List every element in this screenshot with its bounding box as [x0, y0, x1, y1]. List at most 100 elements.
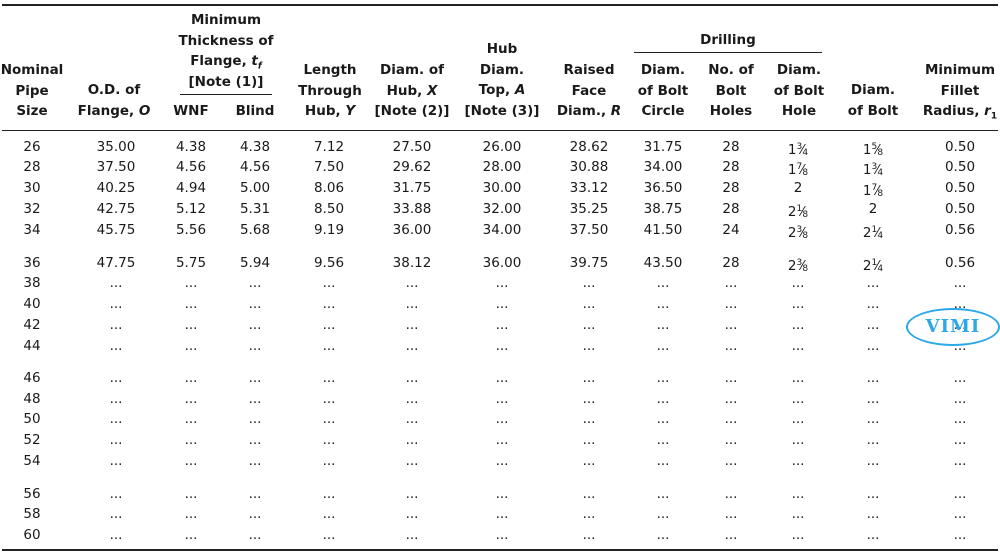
- cell-wnf-empty: ...: [184, 506, 198, 522]
- fraction-whole: 1: [787, 162, 797, 178]
- cell-hub-empty: ...: [405, 296, 419, 312]
- header-symbol: O: [138, 102, 151, 119]
- header-line: [Note (2)]: [374, 103, 450, 119]
- cell-wnf: 4.56: [175, 159, 207, 175]
- cell-fillet: 0.50: [944, 139, 976, 155]
- cell-len-empty: ...: [322, 275, 336, 291]
- cell-wnf-empty: ...: [184, 391, 198, 407]
- cell-holes-empty: ...: [724, 527, 738, 543]
- cell-raised-empty: ...: [582, 432, 596, 448]
- cell-circle-empty: ...: [656, 391, 670, 407]
- cell-blind-empty: ...: [248, 453, 262, 469]
- cell-hole-empty: ...: [791, 506, 805, 522]
- cell-nominal-size: 40: [23, 296, 41, 312]
- cell-od-empty: ...: [109, 275, 123, 291]
- fraction-denominator: 8: [802, 231, 809, 241]
- header-length-through-hub: Length Through Hub, Y: [294, 60, 366, 122]
- cell-len-empty: ...: [322, 432, 336, 448]
- cell-nominal-size: 32: [23, 201, 41, 217]
- header-line: of Bolt: [773, 82, 825, 99]
- cell-nominal-size: 56: [23, 486, 41, 502]
- header-symbol: Y: [345, 103, 356, 119]
- cell-od-empty: ...: [109, 296, 123, 312]
- header-line: Circle: [641, 103, 685, 119]
- cell-od-empty: ...: [109, 527, 123, 543]
- fraction-numerator: 1: [871, 225, 878, 235]
- cell-nominal-size: 28: [23, 159, 41, 175]
- cell-od: 42.75: [96, 201, 136, 217]
- cell-nominal-size: 42: [23, 317, 41, 333]
- cell-raised-empty: ...: [582, 391, 596, 407]
- cell-hole: 2: [793, 180, 803, 196]
- fraction-denominator: 4: [877, 168, 884, 178]
- header-line: Bolt: [715, 82, 747, 99]
- cell-fillet-empty: ...: [953, 432, 967, 448]
- cell-top-empty: ...: [495, 432, 509, 448]
- cell-len: 9.19: [313, 222, 345, 238]
- cell-raised-empty: ...: [582, 453, 596, 469]
- cell-blind-empty: ...: [248, 411, 262, 427]
- cell-raised-empty: ...: [582, 370, 596, 386]
- cell-fillet: 0.56: [944, 255, 976, 271]
- cell-hole-empty: ...: [791, 391, 805, 407]
- cell-blind-empty: ...: [248, 317, 262, 333]
- cell-od: 47.75: [96, 255, 136, 271]
- cell-hole-empty: ...: [791, 370, 805, 386]
- fraction-denominator: 4: [877, 231, 884, 241]
- cell-top-empty: ...: [495, 296, 509, 312]
- header-line: Hub, X: [372, 81, 452, 102]
- cell-len-empty: ...: [322, 506, 336, 522]
- header-line: Diam.: [640, 62, 686, 78]
- cell-nominal-size: 30: [23, 180, 41, 196]
- fraction: 3⁄4: [871, 157, 883, 183]
- cell-blind: 4.38: [239, 139, 271, 155]
- cell-len: 8.06: [313, 180, 345, 196]
- header-line: Hub, Y: [294, 101, 366, 122]
- cell-bolt: 21⁄4: [838, 220, 908, 241]
- fraction: 3⁄8: [796, 253, 808, 279]
- cell-holes-empty: ...: [724, 370, 738, 386]
- cell-blind-empty: ...: [248, 275, 262, 291]
- cell-top-empty: ...: [495, 486, 509, 502]
- cell-blind-empty: ...: [248, 338, 262, 354]
- cell-wnf: 4.38: [175, 139, 207, 155]
- header-line: Through: [298, 82, 362, 99]
- fraction-numerator: 1: [871, 258, 878, 268]
- cell-od: 45.75: [96, 222, 136, 238]
- fraction-numerator: 7: [871, 183, 878, 193]
- cell-holes-empty: ...: [724, 317, 738, 333]
- header-line: Face: [571, 82, 607, 99]
- header-line: [Note (3)]: [464, 102, 540, 119]
- cell-circle-empty: ...: [656, 411, 670, 427]
- header-line: Pipe: [15, 82, 49, 99]
- cell-len: 7.50: [313, 159, 345, 175]
- cell-holes-empty: ...: [724, 432, 738, 448]
- cell-hub: 31.75: [392, 180, 432, 196]
- cell-hole: 23⁄8: [763, 253, 833, 274]
- cell-circle-empty: ...: [656, 486, 670, 502]
- cell-holes-empty: ...: [724, 391, 738, 407]
- header-text: Radius,: [922, 103, 985, 119]
- header-line: Size: [16, 103, 48, 119]
- cell-wnf: 4.94: [175, 180, 207, 196]
- fraction: 7⁄8: [871, 178, 883, 204]
- cell-blind: 5.31: [239, 201, 271, 217]
- fraction-slash: ⁄: [801, 143, 804, 158]
- fraction-whole: 1: [862, 162, 872, 178]
- cell-od-empty: ...: [109, 453, 123, 469]
- cell-nominal-size: 34: [23, 222, 41, 238]
- header-diam-bolt-circle: Diam. of Bolt Circle: [628, 60, 698, 122]
- table-top-rule: [2, 4, 998, 6]
- cell-fillet-empty: ...: [953, 275, 967, 291]
- cell-od: 40.25: [96, 180, 136, 196]
- header-symbol: R: [610, 103, 622, 119]
- fraction-numerator: 3: [796, 142, 803, 152]
- header-minimum-thickness: Minimum Thickness of Flange, tf [Note (1…: [160, 10, 292, 92]
- cell-blind-empty: ...: [248, 391, 262, 407]
- cell-od-empty: ...: [109, 411, 123, 427]
- cell-hub-empty: ...: [405, 370, 419, 386]
- cell-hub: 36.00: [392, 222, 432, 238]
- cell-blind: 5.00: [239, 180, 271, 196]
- cell-nominal-size: 36: [23, 255, 41, 271]
- fraction-slash: ⁄: [876, 184, 879, 199]
